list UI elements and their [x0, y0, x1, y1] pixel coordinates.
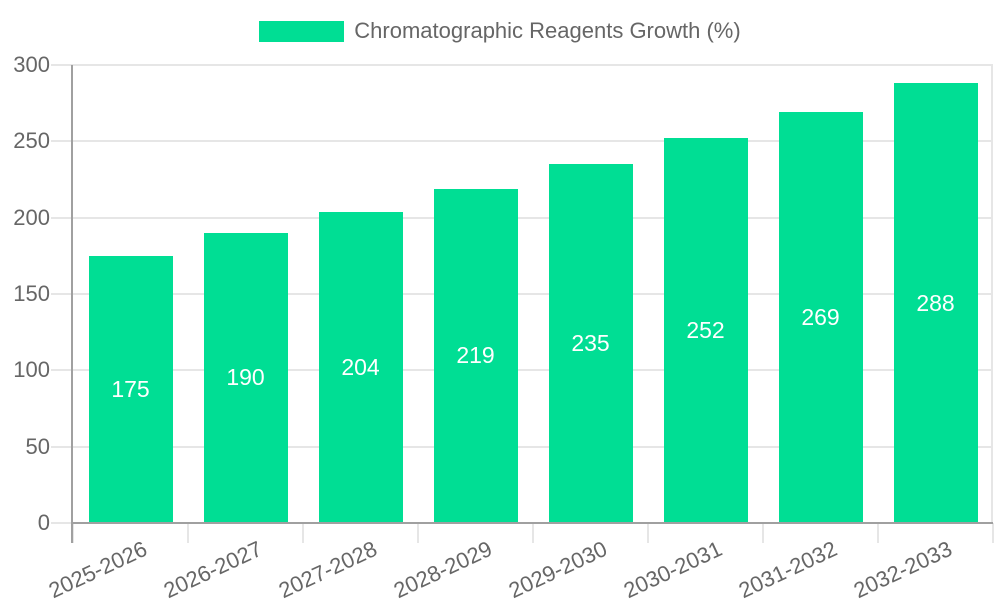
x-tick-label: 2028-2029: [390, 536, 497, 600]
bar-value-label: 252: [686, 317, 725, 344]
x-tick-mark: [532, 523, 534, 543]
x-tick-mark: [72, 523, 74, 543]
x-tick-label: 2030-2031: [620, 536, 727, 600]
bar[interactable]: 219: [433, 188, 518, 523]
x-tick-label: 2029-2030: [505, 536, 612, 600]
x-tick-label: 2025-2026: [45, 536, 152, 600]
y-tick-label: 300: [13, 52, 50, 77]
gridline: [73, 445, 993, 448]
y-tick-mark: [51, 445, 73, 448]
x-tick-mark: [302, 523, 304, 543]
y-tick-mark: [51, 293, 73, 295]
legend-swatch: [259, 20, 345, 42]
x-tick-mark: [762, 523, 764, 543]
x-tick-label: 2032-2033: [850, 536, 957, 600]
gridline: [73, 140, 993, 143]
bar-value-label: 175: [111, 375, 150, 402]
y-tick-mark: [51, 522, 73, 524]
legend-label: Chromatographic Reagents Growth (%): [354, 18, 741, 43]
x-tick-label: 2026-2027: [160, 536, 267, 600]
plot-right-border: [991, 65, 993, 523]
y-tick-label: 150: [13, 281, 50, 306]
bar[interactable]: 252: [663, 138, 748, 523]
bar-value-label: 204: [341, 353, 380, 380]
x-tick-mark: [647, 523, 649, 543]
y-tick-label: 0: [37, 510, 50, 535]
y-tick-label: 50: [25, 433, 50, 459]
bar-value-label: 269: [801, 304, 840, 331]
bar[interactable]: 269: [778, 112, 863, 523]
y-axis-line: [71, 65, 73, 543]
x-tick-label: 2027-2028: [275, 536, 382, 600]
gridline: [73, 293, 993, 295]
x-tick-mark: [877, 523, 879, 543]
bar[interactable]: 204: [318, 211, 403, 523]
x-axis-line: [71, 522, 993, 524]
gridline: [73, 369, 993, 372]
gridline: [73, 216, 993, 219]
bar-value-label: 235: [571, 330, 610, 357]
y-tick-mark: [51, 216, 73, 219]
y-tick-label: 100: [13, 357, 50, 383]
bar-value-label: 288: [916, 289, 955, 316]
y-tick-label: 200: [13, 204, 50, 230]
x-tick-mark: [992, 523, 994, 543]
bar[interactable]: 190: [203, 232, 288, 523]
y-tick-label: 250: [13, 128, 50, 154]
gridline: [73, 64, 993, 66]
bar[interactable]: 235: [548, 164, 633, 523]
bar-value-label: 219: [456, 342, 495, 369]
x-tick-mark: [187, 523, 189, 543]
bar-value-label: 190: [226, 364, 265, 391]
x-tick-label: 2031-2032: [735, 536, 842, 600]
chart-legend[interactable]: Chromatographic Reagents Growth (%): [0, 16, 1000, 46]
y-tick-mark: [51, 369, 73, 372]
y-tick-mark: [51, 140, 73, 143]
x-tick-mark: [417, 523, 419, 543]
y-tick-mark: [51, 64, 73, 66]
bar[interactable]: 288: [893, 83, 978, 523]
bar[interactable]: 175: [88, 255, 173, 523]
